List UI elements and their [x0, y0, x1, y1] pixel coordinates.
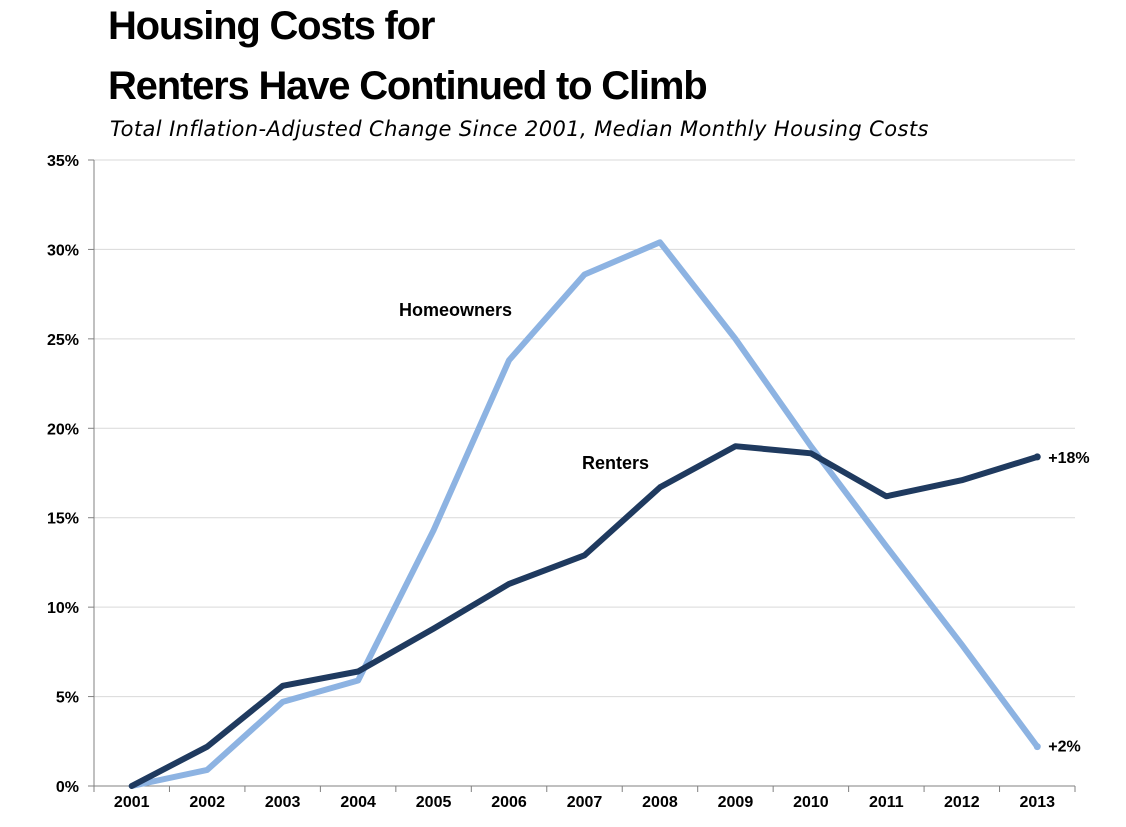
- y-tick-label: 20%: [47, 421, 79, 438]
- x-axis-tick-labels: 2001 2002 2003 2004 2005 2006 2007 2008 2009 2010…: [114, 794, 1055, 811]
- end-marker-homeowners: [1033, 743, 1041, 751]
- x-tick-label: 2013: [1019, 794, 1055, 811]
- x-tick-label: 2012: [944, 794, 980, 811]
- y-tick-label: 35%: [47, 153, 79, 170]
- chart-subtitle: Total Inflation-Adjusted Change Since 20…: [110, 117, 929, 141]
- y-tick-label: 25%: [47, 332, 79, 349]
- series-label-homeowners: Homeowners: [399, 300, 512, 320]
- axes: [88, 159, 1076, 792]
- x-tick-label: 2002: [189, 794, 225, 811]
- series-line-homeowners: [128, 239, 1041, 789]
- series-label-renters: Renters: [582, 453, 649, 473]
- x-tick-label: 2010: [793, 794, 829, 811]
- x-tick-label: 2008: [642, 794, 678, 811]
- y-tick-label: 5%: [56, 690, 79, 707]
- chart-title-line-1: Housing Costs for: [108, 4, 435, 48]
- y-tick-label: 30%: [47, 242, 79, 259]
- x-tick-label: 2009: [718, 794, 754, 811]
- end-label-renters: +18%: [1048, 450, 1089, 467]
- x-tick-label: 2003: [265, 794, 301, 811]
- gridlines: [94, 159, 1075, 698]
- end-label-homeowners: +2%: [1048, 739, 1080, 756]
- x-tick-label: 2005: [416, 794, 452, 811]
- y-tick-label: 15%: [47, 511, 79, 528]
- x-tick-label: 2004: [340, 794, 376, 811]
- end-marker-renters: [1033, 453, 1041, 461]
- chart-title-line-2: Renters Have Continued to Climb: [108, 64, 708, 108]
- y-tick-label: 10%: [47, 600, 79, 617]
- series-lines: [128, 239, 1041, 789]
- series-line-renters: [128, 443, 1041, 789]
- x-tick-label: 2007: [567, 794, 603, 811]
- x-tick-label: 2001: [114, 794, 150, 811]
- y-tick-label: 0%: [56, 779, 79, 796]
- y-axis-tick-labels: 0% 5% 10% 15% 20% 25% 30% 35%: [47, 153, 79, 796]
- x-tick-label: 2006: [491, 794, 527, 811]
- x-tick-label: 2011: [869, 794, 904, 811]
